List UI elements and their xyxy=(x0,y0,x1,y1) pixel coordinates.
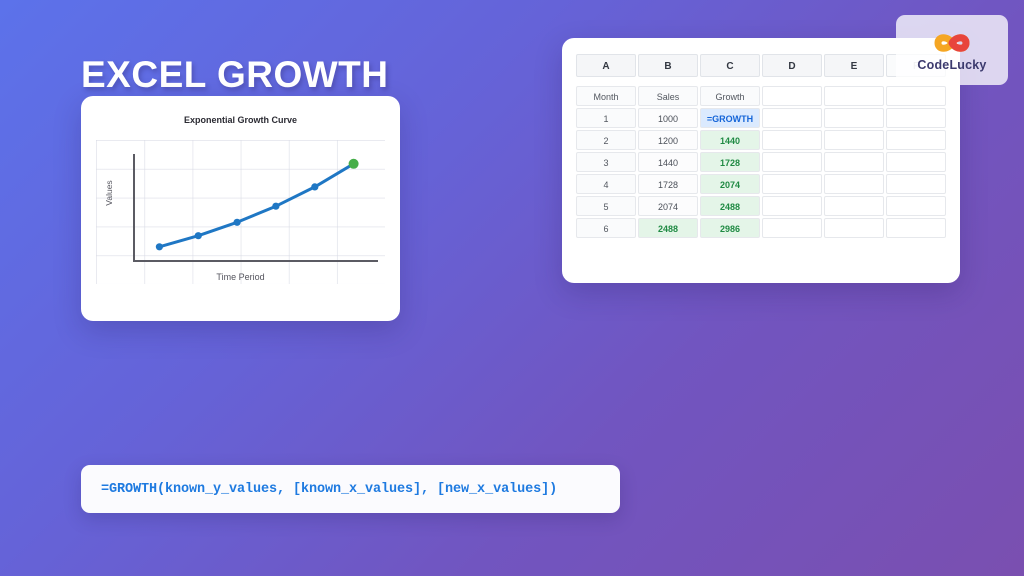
cell-A3[interactable]: 3 xyxy=(576,152,636,172)
data-point-highlight xyxy=(348,158,359,169)
cell-D1[interactable] xyxy=(762,108,822,128)
cell-B2[interactable]: 1200 xyxy=(638,130,698,150)
table-row: 4 1728 2074 xyxy=(576,174,946,194)
cell-D5[interactable] xyxy=(762,196,822,216)
cell-F3[interactable] xyxy=(886,152,946,172)
cell-F1[interactable] xyxy=(886,108,946,128)
cell-E3[interactable] xyxy=(824,152,884,172)
cell-D6[interactable] xyxy=(762,218,822,238)
logo-text: CodeLucky xyxy=(917,57,987,72)
cell-B1[interactable]: 1000 xyxy=(638,108,698,128)
chart-title: Exponential Growth Curve xyxy=(183,115,297,125)
cell-E1[interactable] xyxy=(824,108,884,128)
cell-A1[interactable]: 1 xyxy=(576,108,636,128)
cell-F5[interactable] xyxy=(886,196,946,216)
empty-cell[interactable] xyxy=(886,86,946,106)
cell-D3[interactable] xyxy=(762,152,822,172)
cell-B3[interactable]: 1440 xyxy=(638,152,698,172)
series-markers xyxy=(155,158,359,251)
y-axis-line xyxy=(133,154,135,262)
cell-E5[interactable] xyxy=(824,196,884,216)
empty-cell[interactable] xyxy=(824,86,884,106)
cell-A4[interactable]: 4 xyxy=(576,174,636,194)
cell-C3[interactable]: 1728 xyxy=(700,152,760,172)
cell-A5[interactable]: 5 xyxy=(576,196,636,216)
cell-D2[interactable] xyxy=(762,130,822,150)
spreadsheet-card: ABCDEF MonthSalesGrowth11000=GROWTH21200… xyxy=(562,38,960,283)
column-header-d[interactable]: D xyxy=(762,54,822,77)
header-cell-sales[interactable]: Sales xyxy=(638,86,698,106)
header-cell-month[interactable]: Month xyxy=(576,86,636,106)
cell-C5[interactable]: 2488 xyxy=(700,196,760,216)
cell-B5[interactable]: 2074 xyxy=(638,196,698,216)
cell-C2[interactable]: 1440 xyxy=(700,130,760,150)
page-title: EXCEL GROWTH xyxy=(81,54,389,95)
cell-A2[interactable]: 2 xyxy=(576,130,636,150)
table-row: 6 2488 2986 xyxy=(576,218,946,238)
cell-F6[interactable] xyxy=(886,218,946,238)
table-header-row: Month Sales Growth xyxy=(576,86,946,106)
x-axis-line xyxy=(133,260,378,262)
x-axis-label: Time Period xyxy=(216,272,265,282)
data-point-5 xyxy=(311,183,319,191)
formula-syntax-bar: =GROWTH(known_y_values, [known_x_values]… xyxy=(81,465,620,513)
empty-cell[interactable] xyxy=(762,86,822,106)
column-header-e[interactable]: E xyxy=(824,54,884,77)
data-point-3 xyxy=(233,218,241,226)
cell-E2[interactable] xyxy=(824,130,884,150)
chart-card: Exponential Growth Curve Values Time Per… xyxy=(81,96,400,321)
column-header-b[interactable]: B xyxy=(638,54,698,77)
formula-syntax-text: =GROWTH(known_y_values, [known_x_values]… xyxy=(101,481,558,497)
chart-plot-area: Values Time Period xyxy=(96,140,385,284)
cell-F4[interactable] xyxy=(886,174,946,194)
cell-E6[interactable] xyxy=(824,218,884,238)
growth-line-chart xyxy=(155,158,359,251)
codelucky-logo-badge[interactable]: CodeLucky xyxy=(896,15,1008,85)
spreadsheet-grid: Month Sales Growth 1 1000 =GROWTH 2 1200 1440 3 14… xyxy=(576,86,946,238)
data-point-4 xyxy=(272,202,280,210)
column-header-c[interactable]: C xyxy=(700,54,760,77)
column-header-a[interactable]: A xyxy=(576,54,636,77)
header-cell-growth[interactable]: Growth xyxy=(700,86,760,106)
cell-E4[interactable] xyxy=(824,174,884,194)
data-point-1 xyxy=(155,243,163,251)
cell-B4[interactable]: 1728 xyxy=(638,174,698,194)
cell-D4[interactable] xyxy=(762,174,822,194)
column-header-row: ABCDEF xyxy=(576,54,946,77)
table-row: 5 2074 2488 xyxy=(576,196,946,216)
series-line-growth xyxy=(157,162,356,249)
cell-B6[interactable]: 2488 xyxy=(638,218,698,238)
infinity-icon xyxy=(934,33,970,52)
table-row: 3 1440 1728 xyxy=(576,152,946,172)
table-row: 1 1000 =GROWTH xyxy=(576,108,946,128)
table-row: 2 1200 1440 xyxy=(576,130,946,150)
cell-C6[interactable]: 2986 xyxy=(700,218,760,238)
cell-C4[interactable]: 2074 xyxy=(700,174,760,194)
cell-A6[interactable]: 6 xyxy=(576,218,636,238)
cell-F2[interactable] xyxy=(886,130,946,150)
data-point-2 xyxy=(194,232,202,240)
cell-C1[interactable]: =GROWTH xyxy=(700,108,760,128)
